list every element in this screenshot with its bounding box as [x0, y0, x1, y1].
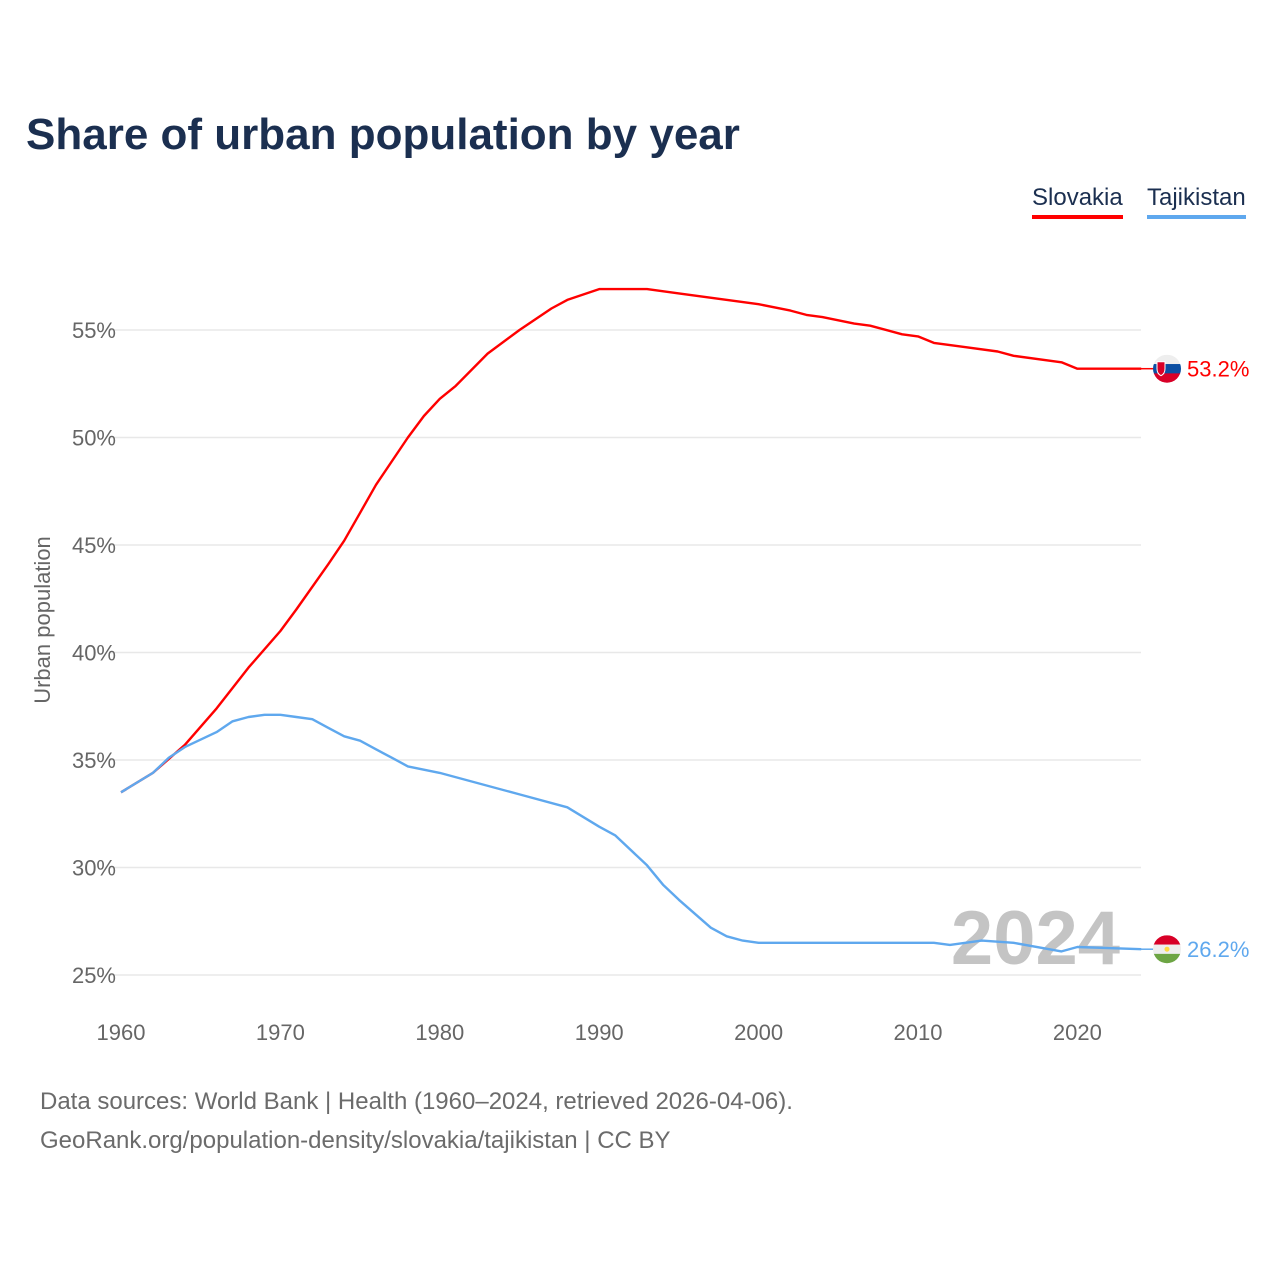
x-tick-label: 1990	[575, 1020, 624, 1045]
end-value-label: 26.2%	[1187, 937, 1249, 962]
footer-link[interactable]: GeoRank.org/population-density/slovakia/…	[40, 1127, 671, 1154]
y-tick-label: 40%	[72, 641, 116, 666]
year-watermark: 2024	[951, 896, 1120, 981]
series-line-slovakia	[120, 287, 1142, 794]
slovakia-flag-icon	[1153, 354, 1181, 383]
x-tick-label: 2000	[734, 1020, 783, 1045]
chart-title: Share of urban population by year	[26, 110, 740, 159]
end-value-label: 53.2%	[1187, 357, 1249, 382]
series-line-tajikistan	[120, 713, 1142, 953]
legend-slovakia[interactable]: Slovakia	[1032, 184, 1123, 219]
y-tick-label: 25%	[72, 963, 116, 988]
y-tick-label: 45%	[72, 533, 116, 558]
x-tick-label: 2020	[1053, 1020, 1102, 1045]
x-tick-label: 1960	[97, 1020, 146, 1045]
legend-tajikistan[interactable]: Tajikistan	[1147, 184, 1246, 219]
y-tick-label: 55%	[72, 318, 116, 343]
y-tick-label: 30%	[72, 856, 116, 881]
y-tick-label: 35%	[72, 748, 116, 773]
x-tick-label: 1980	[415, 1020, 464, 1045]
x-tick-label: 1970	[256, 1020, 305, 1045]
footer-sources: Data sources: World Bank | Health (1960–…	[40, 1088, 793, 1115]
y-axis-label: Urban population	[30, 536, 55, 704]
tajikistan-flag-icon	[1153, 935, 1181, 964]
x-tick-label: 2010	[894, 1020, 943, 1045]
y-tick-label: 50%	[72, 426, 116, 451]
